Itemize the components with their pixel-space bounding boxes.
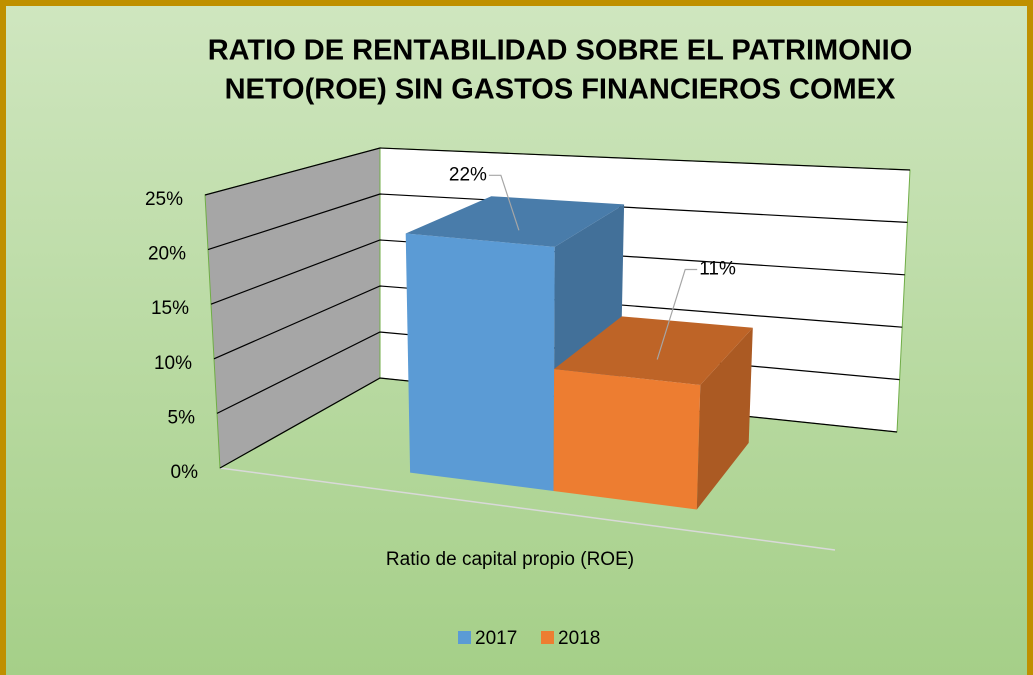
grid-line xyxy=(210,239,905,305)
y-tick-label: 25% xyxy=(145,189,183,210)
data-label: 11% xyxy=(699,259,736,280)
legend-swatch xyxy=(541,631,554,644)
legend-label: 2018 xyxy=(558,628,600,649)
y-tick-label: 10% xyxy=(154,353,192,374)
bar-side xyxy=(696,327,753,510)
y-tick-label: 5% xyxy=(168,407,196,428)
y-tick-label: 20% xyxy=(148,244,186,265)
bar-front xyxy=(553,369,701,510)
x-category-label: Ratio de capital propio (ROE) xyxy=(386,549,634,570)
grid-line xyxy=(213,285,903,360)
floor-edge xyxy=(219,467,836,551)
bar-top xyxy=(554,316,753,385)
leader-line xyxy=(488,174,520,231)
y-tick-label: 15% xyxy=(151,298,189,319)
legend-label: 2017 xyxy=(475,628,517,649)
grid-line xyxy=(207,193,908,251)
bar-front xyxy=(405,233,555,491)
legend-swatch xyxy=(458,631,471,644)
chart-title: RATIO DE RENTABILIDAD SOBRE EL PATRIMONI… xyxy=(208,35,913,67)
leader-line xyxy=(656,268,698,360)
chart-title: NETO(ROE) SIN GASTOS FINANCIEROS COMEX xyxy=(225,74,896,106)
grid-line xyxy=(204,147,911,196)
bar-top xyxy=(405,196,625,247)
data-label: 22% xyxy=(449,164,487,185)
y-tick-label: 0% xyxy=(171,462,199,483)
